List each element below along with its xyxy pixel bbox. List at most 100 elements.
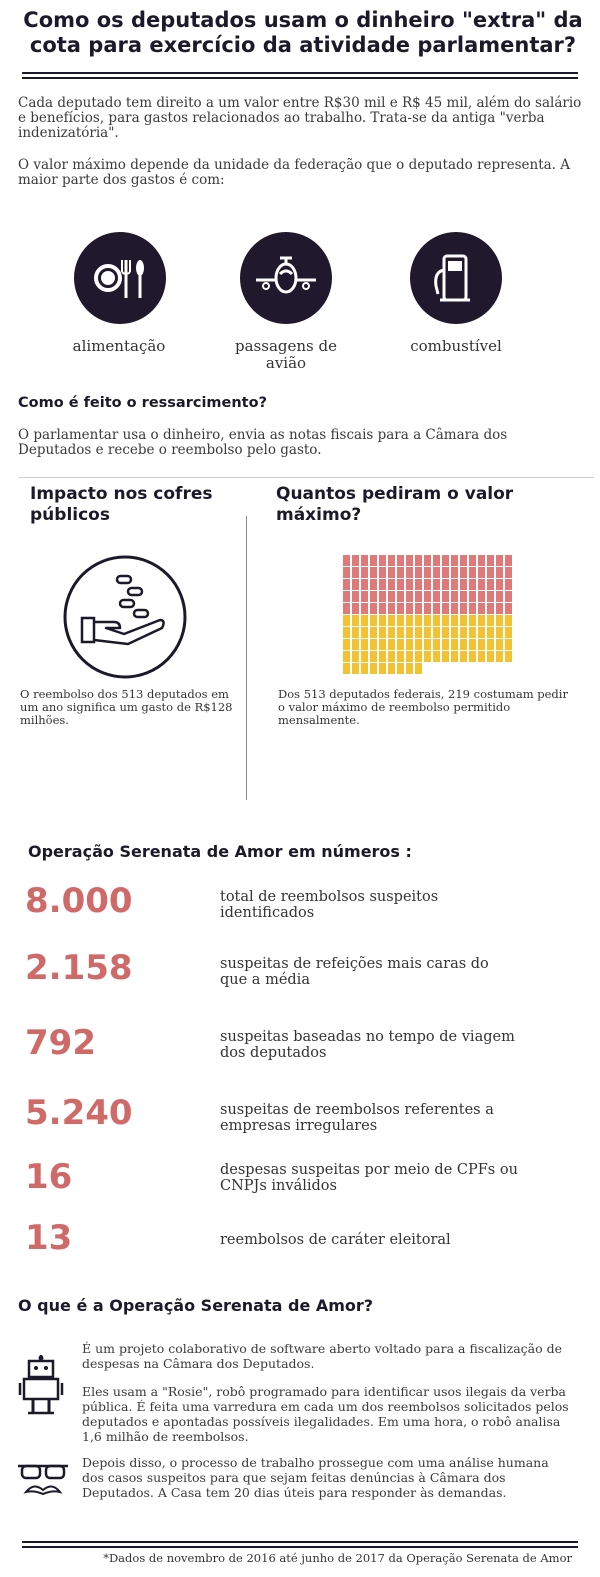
person-icon bbox=[397, 567, 404, 578]
person-icon bbox=[388, 567, 395, 578]
person-icon bbox=[397, 603, 404, 614]
person-icon bbox=[496, 615, 503, 626]
footer-divider-bottom bbox=[22, 1546, 578, 1548]
stat-value-6: 13 bbox=[25, 1218, 73, 1258]
person-icon bbox=[370, 579, 377, 590]
person-icon bbox=[451, 579, 458, 590]
person-icon bbox=[379, 567, 386, 578]
category-label-alimentacao: alimentação bbox=[72, 337, 166, 355]
person-icon bbox=[415, 627, 422, 638]
category-label-combustivel: combustível bbox=[410, 337, 502, 355]
robot-icon bbox=[18, 1355, 64, 1420]
person-icon bbox=[343, 615, 350, 626]
person-icon bbox=[406, 579, 413, 590]
stat-value-3: 792 bbox=[25, 1023, 96, 1063]
person-icon bbox=[397, 639, 404, 650]
fuel-pump-icon bbox=[410, 232, 502, 324]
person-icon bbox=[397, 579, 404, 590]
person-icon bbox=[433, 639, 440, 650]
person-icon bbox=[352, 591, 359, 602]
person-icon bbox=[505, 603, 512, 614]
person-icon bbox=[379, 651, 386, 662]
person-icon bbox=[352, 555, 359, 566]
person-icon bbox=[424, 603, 431, 614]
person-icon bbox=[460, 603, 467, 614]
stat-text-4: suspeitas de reembolsos referentes a emp… bbox=[220, 1102, 494, 1134]
person-icon bbox=[406, 663, 413, 674]
stat-text-2: suspeitas de refeições mais caras do que… bbox=[220, 956, 489, 988]
person-icon bbox=[496, 603, 503, 614]
person-icon bbox=[424, 639, 431, 650]
person-icon bbox=[478, 567, 485, 578]
person-icon bbox=[352, 579, 359, 590]
person-icon bbox=[352, 651, 359, 662]
person-icon bbox=[361, 579, 368, 590]
reimbursement-heading: Como é feito o ressarcimento? bbox=[18, 395, 267, 411]
person-icon bbox=[478, 555, 485, 566]
person-icon bbox=[460, 627, 467, 638]
person-icon bbox=[505, 579, 512, 590]
person-icon bbox=[388, 639, 395, 650]
person-icon bbox=[460, 591, 467, 602]
person-icon bbox=[487, 639, 494, 650]
person-icon bbox=[469, 555, 476, 566]
person-icon bbox=[397, 663, 404, 674]
person-icon bbox=[433, 627, 440, 638]
person-icon bbox=[460, 579, 467, 590]
person-icon bbox=[361, 555, 368, 566]
intro-paragraph-1: Cada deputado tem direito a um valor ent… bbox=[18, 95, 582, 141]
person-icon bbox=[415, 567, 422, 578]
person-icon bbox=[469, 651, 476, 662]
person-icon bbox=[451, 627, 458, 638]
person-icon bbox=[415, 555, 422, 566]
hand-coins-icon bbox=[62, 554, 188, 685]
person-icon bbox=[361, 591, 368, 602]
person-icon bbox=[451, 639, 458, 650]
person-icon bbox=[424, 555, 431, 566]
person-icon bbox=[415, 663, 422, 674]
person-icon bbox=[487, 651, 494, 662]
person-icon bbox=[487, 627, 494, 638]
person-icon bbox=[442, 615, 449, 626]
glasses-mustache-icon bbox=[16, 1460, 70, 1505]
person-icon bbox=[433, 651, 440, 662]
person-icon bbox=[370, 603, 377, 614]
person-icon bbox=[433, 603, 440, 614]
person-icon bbox=[442, 651, 449, 662]
person-icon bbox=[496, 627, 503, 638]
person-icon bbox=[487, 603, 494, 614]
footer-note: *Dados de novembro de 2016 até junho de … bbox=[103, 1551, 572, 1565]
person-icon bbox=[370, 627, 377, 638]
person-icon bbox=[442, 591, 449, 602]
impact-heading: Impacto nos cofres públicos bbox=[30, 484, 213, 525]
person-icon bbox=[415, 651, 422, 662]
person-icon bbox=[352, 615, 359, 626]
person-icon bbox=[388, 579, 395, 590]
person-icon bbox=[451, 591, 458, 602]
person-icon bbox=[487, 591, 494, 602]
person-icon bbox=[361, 627, 368, 638]
person-icon bbox=[424, 627, 431, 638]
what-is-heading: O que é a Operação Serenata de Amor? bbox=[18, 1296, 374, 1315]
person-icon bbox=[370, 591, 377, 602]
person-icon bbox=[352, 663, 359, 674]
person-icon bbox=[361, 651, 368, 662]
person-icon bbox=[478, 603, 485, 614]
person-icon bbox=[469, 615, 476, 626]
people-pictogram bbox=[343, 555, 513, 675]
person-icon bbox=[370, 663, 377, 674]
person-icon bbox=[406, 615, 413, 626]
person-icon bbox=[487, 567, 494, 578]
person-icon bbox=[397, 627, 404, 638]
person-icon bbox=[415, 639, 422, 650]
person-icon bbox=[442, 603, 449, 614]
person-icon bbox=[496, 555, 503, 566]
person-icon bbox=[505, 627, 512, 638]
cutlery-icon bbox=[74, 232, 166, 324]
person-icon bbox=[469, 627, 476, 638]
person-icon bbox=[505, 639, 512, 650]
stat-value-5: 16 bbox=[25, 1157, 73, 1197]
person-icon bbox=[388, 603, 395, 614]
person-icon bbox=[469, 579, 476, 590]
person-icon bbox=[379, 603, 386, 614]
